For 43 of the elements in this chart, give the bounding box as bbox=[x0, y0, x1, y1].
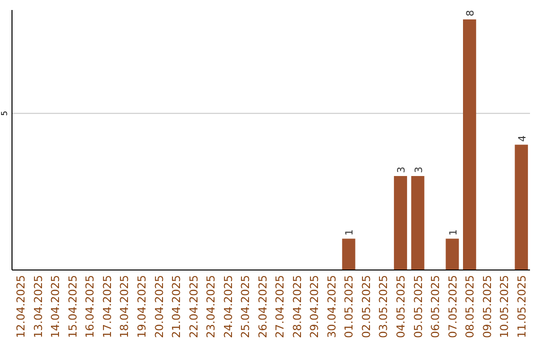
x-tick-label: 17.04.2025 bbox=[100, 275, 114, 338]
x-tick-label: 19.04.2025 bbox=[136, 275, 148, 338]
x-tick-label: 13.04.2025 bbox=[32, 275, 45, 338]
x-tick-label: 15.04.2025 bbox=[66, 275, 80, 338]
x-tick-label: 16.04.2025 bbox=[84, 275, 97, 338]
x-tick-label: 07.05.2025 bbox=[446, 275, 460, 338]
x-tick-label: 18.04.2025 bbox=[118, 275, 132, 338]
bar bbox=[514, 144, 528, 270]
x-tick-label: 09.05.2025 bbox=[480, 275, 494, 338]
data-label: 1 bbox=[448, 229, 460, 236]
x-tick-label: 14.04.2025 bbox=[49, 275, 62, 338]
x-tick-label: 06.05.2025 bbox=[429, 275, 442, 338]
bar bbox=[463, 19, 476, 270]
x-tick-label: 23.04.2025 bbox=[204, 275, 218, 338]
x-tick-label: 20.04.2025 bbox=[152, 275, 166, 338]
x-tick-label: 21.04.2025 bbox=[170, 275, 184, 338]
x-tick-label: 02.05.2025 bbox=[360, 275, 373, 338]
x-tick-label: 01.05.2025 bbox=[342, 275, 356, 338]
x-tick-label: 03.05.2025 bbox=[377, 275, 390, 338]
x-tick-label: 12.04.2025 bbox=[14, 275, 28, 338]
data-label: 3 bbox=[414, 166, 425, 174]
x-tick-label: 11.05.2025 bbox=[515, 275, 528, 338]
data-label: 1 bbox=[344, 229, 356, 236]
bar bbox=[411, 176, 424, 270]
x-tick-label: 29.04.2025 bbox=[308, 275, 322, 338]
x-tick-label: 28.04.2025 bbox=[290, 275, 304, 338]
bar bbox=[446, 238, 459, 270]
x-tick-label: 30.04.2025 bbox=[325, 275, 338, 338]
x-tick-label: 26.04.2025 bbox=[256, 275, 270, 338]
x-tick-label: 27.04.2025 bbox=[274, 275, 287, 338]
bar bbox=[342, 238, 356, 270]
bar bbox=[394, 176, 408, 270]
x-tick-label: 10.05.2025 bbox=[498, 275, 512, 338]
x-tick-label: 04.05.2025 bbox=[394, 275, 408, 338]
data-label: 8 bbox=[466, 10, 477, 16]
x-tick-label: 05.05.2025 bbox=[412, 275, 425, 338]
x-tick-label: 24.04.2025 bbox=[222, 275, 235, 338]
ref-line-label: 5 bbox=[0, 110, 9, 116]
data-label: 4 bbox=[517, 135, 528, 142]
x-tick-label: 25.04.2025 bbox=[239, 275, 252, 338]
x-tick-label: 08.05.2025 bbox=[464, 275, 477, 338]
data-label: 3 bbox=[396, 166, 408, 174]
x-tick-label: 22.04.2025 bbox=[187, 275, 200, 338]
